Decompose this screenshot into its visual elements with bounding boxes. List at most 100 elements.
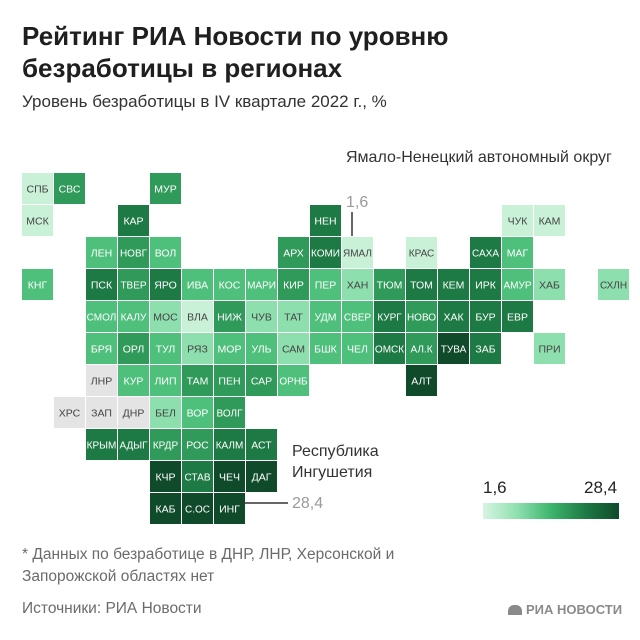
region-tile-чеч <box>214 461 245 492</box>
region-tile-удм <box>310 301 341 332</box>
region-tile-кам <box>534 205 565 236</box>
region-label: С.ОС <box>185 505 210 516</box>
region-tile-крым <box>86 429 117 460</box>
region-tile-днр <box>118 397 149 428</box>
region-label: УЛЬ <box>251 344 271 356</box>
region-tile-калу <box>118 301 149 332</box>
region-label: ЛЕН <box>91 248 112 260</box>
region-label: НОВГ <box>120 249 148 260</box>
region-tile-арх <box>278 237 309 268</box>
region-tile-там <box>182 365 213 396</box>
region-tile-вла <box>182 301 213 332</box>
region-label: МСК <box>26 216 49 228</box>
region-label: РЯЗ <box>187 344 208 356</box>
region-label: АРХ <box>283 248 304 260</box>
region-tile-сар <box>246 365 277 396</box>
region-tile-заб <box>470 333 501 364</box>
region-label: ЯРО <box>154 280 177 292</box>
region-tile-лип <box>150 365 181 396</box>
region-tile-ирк <box>470 269 501 300</box>
region-label: ВЛА <box>187 312 208 324</box>
region-label: ЧУВ <box>251 312 272 324</box>
region-tile-бшк <box>310 333 341 364</box>
region-tile-маг <box>502 237 533 268</box>
legend-gradient-bar <box>483 503 619 519</box>
region-tile-аст <box>246 429 277 460</box>
region-label: КОС <box>219 280 241 292</box>
region-tile-ряз <box>182 333 213 364</box>
region-tile-коми <box>310 237 341 268</box>
annotation-yanao-value: 1,6 <box>346 194 369 211</box>
region-label: ПРИ <box>538 344 560 356</box>
region-tile-зап <box>86 397 117 428</box>
region-label: АЛ.К <box>410 345 432 356</box>
region-tile-ниж <box>214 301 245 332</box>
region-tile-тул <box>150 333 181 364</box>
region-tile-сам <box>278 333 309 364</box>
region-label: КАЛУ <box>121 313 147 324</box>
annotation-ingush-value: 28,4 <box>292 495 324 512</box>
region-label: ПЕН <box>218 376 240 388</box>
brand-name: РИА НОВОСТИ <box>526 602 623 617</box>
region-label: МАРИ <box>247 281 276 292</box>
region-tile-тюм <box>374 269 405 300</box>
region-label: КИР <box>283 280 304 292</box>
region-tile-чув <box>246 301 277 332</box>
chart-subtitle: Уровень безработицы в IV квартале 2022 г… <box>22 92 387 111</box>
region-label: ЧЕЧ <box>219 472 240 484</box>
region-tile-саха <box>470 237 501 268</box>
region-tile-чел <box>342 333 373 364</box>
annotation-yanao-name: Ямало-Ненецкий автономный округ <box>346 149 612 166</box>
region-label: КУРГ <box>377 313 402 324</box>
region-tile-ива <box>182 269 213 300</box>
region-tile-бел <box>150 397 181 428</box>
region-label: БЕЛ <box>155 408 176 420</box>
region-tile-твер <box>118 269 149 300</box>
region-tile-рос <box>182 429 213 460</box>
region-tile-пен <box>214 365 245 396</box>
region-label: НЕН <box>314 216 336 228</box>
region-label: БУР <box>475 312 495 324</box>
region-label: ТАТ <box>284 312 303 324</box>
brand-logo: РИА НОВОСТИ <box>508 602 622 617</box>
region-label: ИВА <box>187 280 208 292</box>
region-tile-став <box>182 461 213 492</box>
region-label: ЗАБ <box>475 344 495 356</box>
region-label: ТУВА <box>441 345 467 356</box>
region-label: ОРНБ <box>279 377 308 388</box>
region-label: ЧЕЛ <box>347 344 368 356</box>
region-label: ТУЛ <box>156 344 176 356</box>
region-tile-при <box>534 333 565 364</box>
region-label: СПБ <box>26 184 48 196</box>
region-label: ВОЛГ <box>217 409 244 420</box>
region-label: ИНГ <box>219 504 240 516</box>
region-label: МОС <box>153 312 178 324</box>
region-label: КЧР <box>155 472 175 484</box>
region-label: КОМИ <box>311 249 340 260</box>
region-label: СМОЛ <box>87 313 117 324</box>
region-label: КУР <box>124 376 144 388</box>
region-label: ИРК <box>475 280 497 292</box>
region-label: ЯМАЛ <box>343 249 372 260</box>
region-label: СВС <box>59 184 81 196</box>
region-label: ЧУК <box>508 216 529 228</box>
region-tile-каб <box>150 493 181 524</box>
region-label: ЛИП <box>155 376 177 388</box>
region-label: ТОМ <box>410 280 433 292</box>
region-label: ЗАП <box>91 408 112 420</box>
region-tile-кем <box>438 269 469 300</box>
region-label: КНГ <box>28 280 48 292</box>
region-tile-тат <box>278 301 309 332</box>
region-tile-мари <box>246 269 277 300</box>
region-tile-алт <box>406 365 437 396</box>
region-label: САМ <box>282 344 305 356</box>
region-tile-чук <box>502 205 533 236</box>
region-tile-мск <box>22 205 53 236</box>
region-label: ХАБ <box>539 280 560 292</box>
region-tile-кар <box>118 205 149 236</box>
region-label: АСТ <box>251 440 272 452</box>
region-tile-спб <box>22 173 53 204</box>
region-tile-орл <box>118 333 149 364</box>
region-tile-орнб <box>278 365 309 396</box>
